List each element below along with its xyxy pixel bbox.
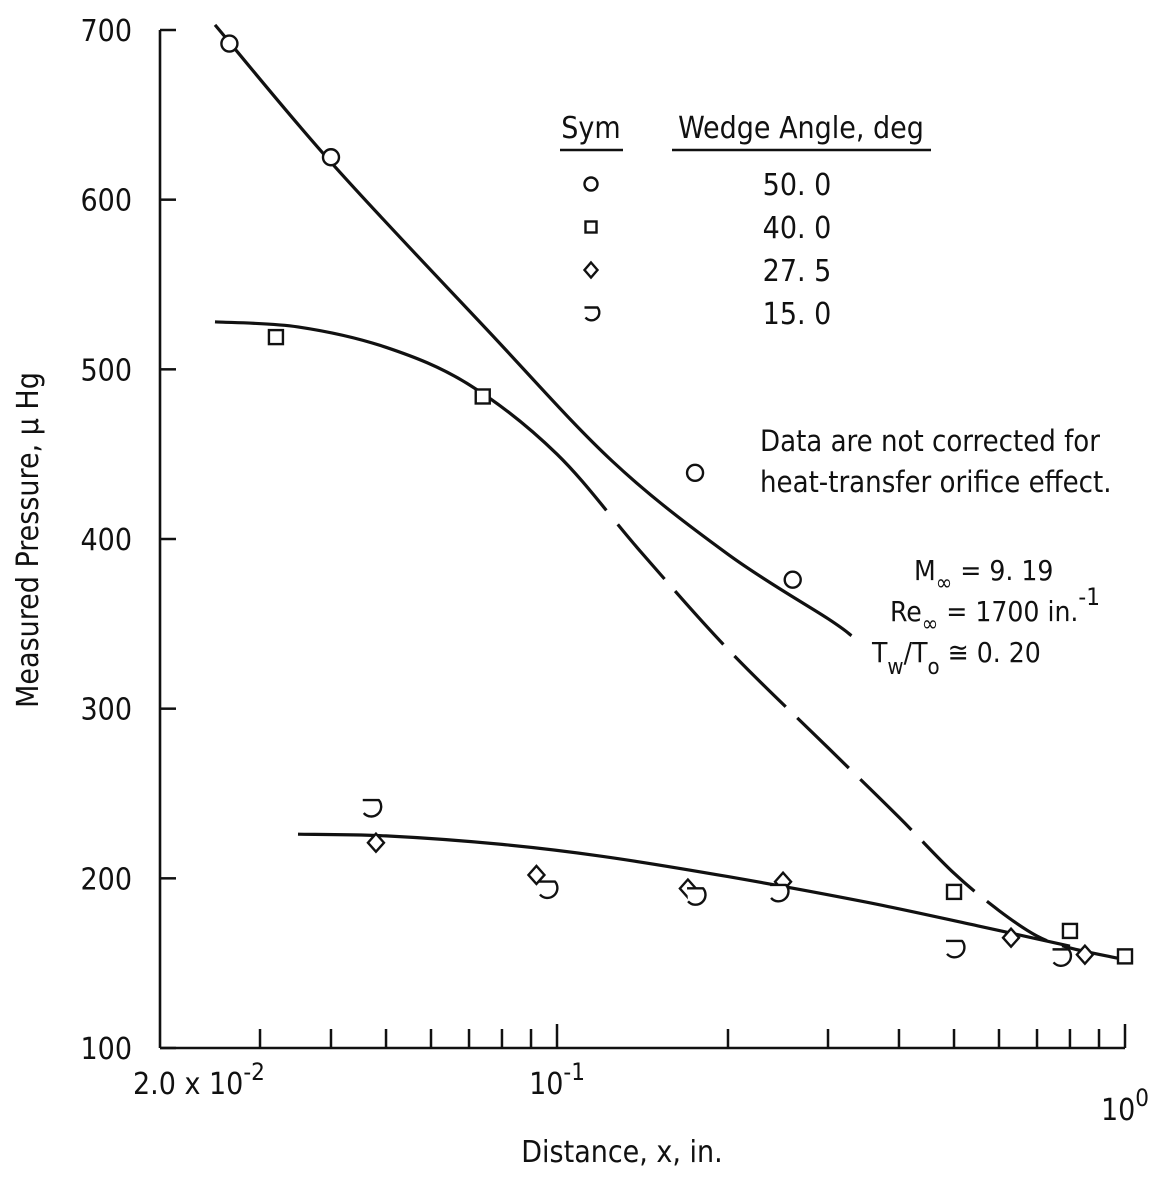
half-circle-marker [770, 883, 790, 903]
diamond-marker [1075, 943, 1095, 966]
legend-entry-label: 50. 0 [763, 168, 832, 203]
y-tick-label: 600 [80, 184, 132, 219]
y-tick-labels: 100 200 300 400 500 600 700 [80, 14, 132, 1067]
legend-entry-label: 15. 0 [763, 297, 832, 332]
axes [158, 30, 1125, 1050]
diamond-marker [366, 831, 386, 854]
note-line-1: Data are not corrected for [760, 424, 1100, 458]
tr-sub1: w [887, 655, 903, 680]
circle-marker [685, 463, 705, 483]
legend-entries: 50. 0 40. 0 27. 5 15. 0 [582, 168, 832, 332]
tr-rel: ≅ [940, 636, 977, 669]
y-tick-label: 400 [80, 523, 132, 558]
y-axis-title: Measured Pressure, μ Hg [11, 372, 46, 708]
re-sup: -1 [1078, 583, 1100, 611]
y-tick-label: 500 [80, 353, 132, 388]
x-ticks [258, 1024, 1127, 1048]
legend-sym-header: Sym [561, 111, 620, 146]
half-circle-marker [946, 939, 966, 959]
re-sub: ∞ [922, 612, 939, 637]
re-val: 1700 in. [975, 595, 1078, 628]
fit-curve [297, 832, 1071, 948]
x-tick-label: 2.0 x 10-2 [133, 1058, 265, 1102]
half-circle-marker [687, 887, 707, 906]
half-circle-marker [362, 798, 383, 818]
temperature-ratio-label: Tw/To ≅ 0. 20 [871, 636, 1041, 680]
re-rel: = [938, 595, 975, 628]
square-marker [267, 328, 285, 346]
x-axis-title: Distance, x, in. [521, 1135, 722, 1170]
x-tick-label: 100 [1101, 1084, 1149, 1128]
mach-var: M [914, 554, 936, 587]
x-tick-label: 10-1 [529, 1058, 585, 1102]
square-marker [584, 220, 598, 234]
y-ticks [160, 28, 176, 1050]
mach-number-label: M∞ = 9. 19 [914, 554, 1053, 596]
circle-marker [783, 570, 802, 589]
half-circle-marker [538, 880, 559, 900]
square-marker [474, 388, 491, 405]
tr-var2: T [911, 636, 928, 669]
half-circle-marker [584, 306, 601, 322]
diamond-marker [1001, 926, 1021, 949]
square-marker [945, 883, 963, 901]
x-tick-label-exponent: -1 [563, 1058, 585, 1086]
reynolds-number-label: Re∞ = 1700 in.-1 [890, 583, 1100, 637]
legend: Sym Wedge Angle, deg 50. 0 40. 0 27. 5 15. … [560, 111, 931, 332]
mach-val: 9. 19 [989, 554, 1053, 587]
circle-marker [220, 34, 239, 53]
x-tick-label-exponent: 0 [1135, 1084, 1149, 1112]
mach-sub: ∞ [936, 571, 953, 596]
x-tick-label-exponent: -2 [243, 1058, 265, 1086]
y-tick-label: 700 [80, 14, 132, 49]
note-line-2: heat-transfer orifice effect. [760, 465, 1112, 499]
x-tick-label-base: 2.0 x 10 [133, 1067, 243, 1102]
x-tick-label-base: 10 [1101, 1093, 1135, 1128]
circle-marker [583, 176, 599, 192]
tr-var1: T [871, 636, 888, 669]
square-marker [1061, 922, 1079, 940]
re-var: Re [890, 595, 922, 628]
square-marker [1116, 948, 1134, 965]
tr-sub2: o [927, 655, 939, 680]
diamond-marker [582, 260, 600, 280]
data-markers [220, 34, 1134, 967]
circle-marker [321, 148, 341, 167]
y-tick-label: 200 [80, 862, 132, 897]
y-tick-label: 100 [80, 1032, 132, 1067]
legend-value-header: Wedge Angle, deg [678, 111, 924, 146]
diamond-marker [526, 864, 547, 886]
legend-entry-label: 40. 0 [763, 211, 832, 246]
legend-entry-label: 27. 5 [763, 254, 832, 289]
tr-slash: / [904, 636, 913, 669]
x-tick-label-base: 10 [529, 1067, 563, 1102]
mach-rel: = [952, 554, 989, 587]
tr-val: 0. 20 [977, 636, 1041, 669]
y-tick-label: 300 [80, 693, 132, 728]
half-circle-marker [1052, 948, 1073, 967]
